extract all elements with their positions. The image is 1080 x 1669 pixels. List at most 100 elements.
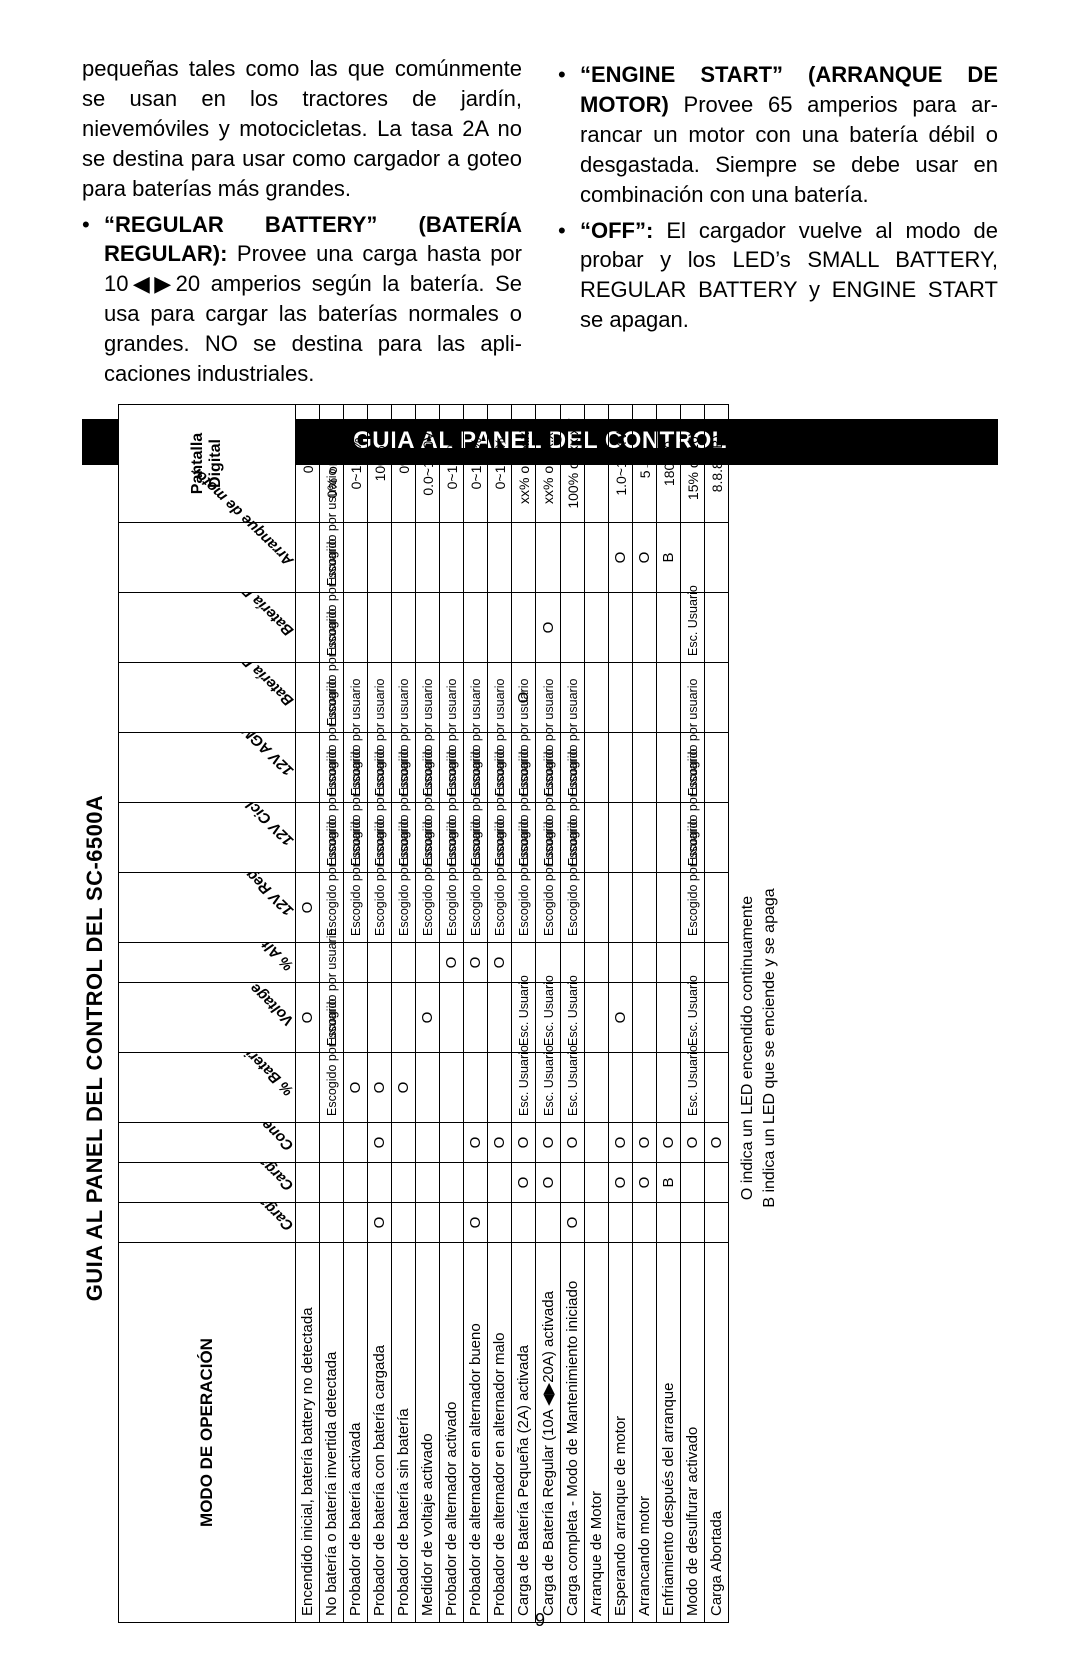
cell-led: Escogido por usuario [392, 732, 416, 802]
cell-led: Escogido por usuario [536, 872, 561, 942]
cell-led: O [633, 1162, 657, 1202]
col-digital: Pantalla Digital [119, 404, 296, 522]
cell-led [440, 1162, 464, 1202]
cell-mode: Enfriamiento después del arranque [657, 1242, 681, 1622]
col-pct-bateria: % Bateria [119, 1052, 296, 1122]
cell-led [296, 522, 320, 592]
cell-led [705, 982, 729, 1052]
col-12v-reg: 12V Regular [119, 872, 296, 942]
table-row: Carga de Batería Regular (10A ◀▶20A) act… [536, 404, 561, 1622]
cell-led: O [368, 1122, 392, 1162]
cell-led: O [368, 1202, 392, 1242]
cell-led: Escogido por usuario [416, 872, 440, 942]
table-title: GUIA AL PANEL DEL CONTROL DEL SC-6500A [82, 473, 108, 1623]
cell-mode: Esperando arranque de motor [609, 1242, 633, 1622]
cell-led: Esc. Usuario [681, 1052, 705, 1122]
table-row: Probador de batería activadaOEscogido po… [344, 404, 368, 1622]
cell-led [368, 522, 392, 592]
table-legend: O indica un LED encendido continuamente … [737, 473, 780, 1623]
cell-digital: 0~199% [440, 404, 464, 522]
cell-mode: Probador de alternador activado [440, 1242, 464, 1622]
cell-led [296, 942, 320, 982]
cell-led [464, 1162, 488, 1202]
cell-mode: Arrancando motor [633, 1242, 657, 1622]
cell-led [512, 1202, 536, 1242]
cell-digital: 0.0 [296, 404, 320, 522]
cell-led [416, 592, 440, 662]
cell-led [464, 1052, 488, 1122]
cell-led [440, 1052, 464, 1122]
cell-led [440, 1202, 464, 1242]
cell-led: Escogido por usuario [488, 872, 512, 942]
cell-led [705, 732, 729, 802]
cell-led [585, 802, 609, 872]
cell-digital: xx% or xx.xV [512, 404, 536, 522]
cell-led [440, 1122, 464, 1162]
cell-led [344, 592, 368, 662]
cell-mode: Carga Abortada [705, 1242, 729, 1622]
cell-led: Escogido por usuario [512, 732, 536, 802]
cell-led [392, 1122, 416, 1162]
cell-led [705, 1052, 729, 1122]
cell-led: Esc. Usuario [561, 1052, 585, 1122]
cell-led: O [464, 942, 488, 982]
col-cargando: Cargando [119, 1162, 296, 1202]
cell-led [585, 732, 609, 802]
cell-led: Esc. Usuario [681, 592, 705, 662]
cell-digital: 0% [392, 404, 416, 522]
cell-led [320, 1122, 344, 1162]
cell-led: O [368, 1052, 392, 1122]
cell-led [633, 732, 657, 802]
cell-led: Escogido por usuario [320, 732, 344, 802]
cell-led: O [344, 1052, 368, 1122]
cell-led: Escogido por usuario [392, 802, 416, 872]
cell-led [585, 662, 609, 732]
cell-led: O [705, 1122, 729, 1162]
cell-led: Escogido por usuario [440, 802, 464, 872]
cell-led [705, 522, 729, 592]
cell-led: Escogido por usuario [440, 732, 464, 802]
cell-led: Esc. Usuario [681, 982, 705, 1052]
top-text: pequeñas tales como las que común­mente … [82, 54, 998, 389]
cell-led [296, 592, 320, 662]
cell-led: O [536, 1122, 561, 1162]
col-12v-deep: 12V Ciclo Profundo [119, 802, 296, 872]
cell-mode: Medidor de voltaje activado [416, 1242, 440, 1622]
cell-led: O [633, 522, 657, 592]
cell-led [585, 872, 609, 942]
cell-digital [585, 404, 609, 522]
cell-led: O [488, 1122, 512, 1162]
cell-led [296, 1052, 320, 1122]
col-mode: MODO DE OPERACIÓN [119, 1242, 296, 1622]
table-row: Enfriamiento después del arranqueBOB180→… [657, 404, 681, 1622]
cell-led [344, 982, 368, 1052]
bullet-lead: “OFF”: [580, 218, 653, 243]
cell-led: Esc. Usuario [512, 1052, 536, 1122]
cell-led: Escogido por usuario [561, 872, 585, 942]
cell-led: O [440, 942, 464, 982]
cell-led [633, 662, 657, 732]
cell-led: Escogido por usuario [320, 522, 344, 592]
cell-mode: No batería o batería invertida detectada [320, 1242, 344, 1622]
cell-led: Escogido por usuario [320, 872, 344, 942]
cell-led [609, 1202, 633, 1242]
cell-led [681, 1162, 705, 1202]
cell-led [585, 1122, 609, 1162]
cell-led [512, 522, 536, 592]
cell-mode: Probador de batería sin batería [392, 1242, 416, 1622]
cell-led [344, 942, 368, 982]
cell-led [609, 1052, 633, 1122]
cell-led [416, 522, 440, 592]
cell-led: Escogido por usuario [681, 802, 705, 872]
table-row: Probador de alternador activado O Escogido… [440, 404, 464, 1622]
table-row: Probador de batería con batería cargadaO… [368, 404, 392, 1622]
table-row: Esperando arranque de motorOOOO1.0~14.4V [609, 404, 633, 1622]
cell-led [633, 592, 657, 662]
control-panel-table-grid: MODO DE OPERACIÓN Cargada Cargando Conec… [118, 404, 729, 1623]
cell-led [320, 1162, 344, 1202]
cell-led: Escogido por usuario [488, 802, 512, 872]
cell-mode: Probador de alternador en alternador mal… [488, 1242, 512, 1622]
cell-led [296, 1122, 320, 1162]
cell-led [488, 592, 512, 662]
cell-mode: Arranque de Motor [585, 1242, 609, 1622]
